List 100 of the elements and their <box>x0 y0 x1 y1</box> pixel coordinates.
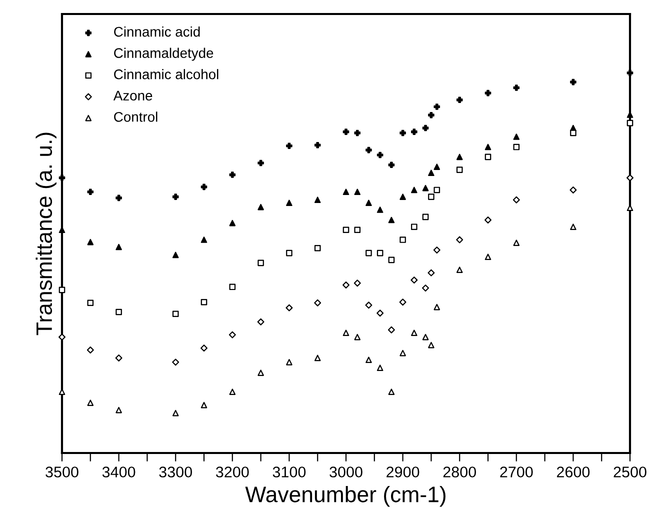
point <box>376 310 384 317</box>
point <box>286 200 292 206</box>
point <box>484 216 492 224</box>
point <box>172 252 179 258</box>
point <box>626 120 634 126</box>
point <box>366 200 372 206</box>
point <box>422 184 429 192</box>
point <box>342 188 350 196</box>
point <box>58 334 66 341</box>
point <box>376 206 384 213</box>
point <box>428 194 434 200</box>
point <box>422 284 430 292</box>
point <box>422 124 429 132</box>
x-tick-label: 2600 <box>556 466 590 478</box>
point <box>258 204 264 210</box>
point <box>484 254 492 260</box>
point <box>200 298 208 306</box>
point <box>434 304 440 310</box>
point <box>229 388 236 395</box>
point <box>286 142 292 150</box>
point <box>411 186 418 194</box>
point <box>376 250 384 256</box>
point <box>570 224 576 230</box>
point <box>342 282 350 289</box>
point <box>354 130 361 136</box>
legend-label: Cinnamic acid <box>114 26 200 37</box>
point <box>513 144 520 150</box>
point <box>314 354 321 362</box>
point <box>411 330 418 336</box>
point <box>376 364 384 372</box>
point <box>258 370 264 376</box>
point <box>484 90 492 96</box>
point <box>342 128 350 135</box>
point <box>342 330 350 336</box>
point <box>400 130 406 136</box>
point <box>434 164 440 170</box>
point <box>428 170 434 176</box>
point <box>87 188 94 196</box>
point <box>456 96 463 104</box>
point <box>354 280 361 287</box>
point <box>258 260 264 266</box>
point <box>388 388 395 395</box>
point <box>87 300 94 306</box>
point <box>354 334 361 340</box>
point <box>513 134 520 140</box>
x-tick-label: 2500 <box>614 466 646 478</box>
point <box>257 318 264 326</box>
point <box>342 226 350 234</box>
point <box>286 304 293 312</box>
point <box>400 350 406 356</box>
point <box>400 236 406 243</box>
point <box>200 402 208 408</box>
point <box>366 356 372 364</box>
point <box>86 346 94 354</box>
point <box>410 276 418 284</box>
point <box>58 286 66 294</box>
point <box>411 128 418 135</box>
point <box>87 400 94 406</box>
point <box>314 142 321 148</box>
point <box>399 298 406 306</box>
point <box>172 410 179 416</box>
point <box>388 162 395 168</box>
point <box>200 184 208 190</box>
point <box>388 256 395 264</box>
x-tick-label: 3500 <box>46 466 78 478</box>
point <box>484 154 492 160</box>
point <box>456 236 464 244</box>
point <box>366 146 372 154</box>
point <box>513 240 520 246</box>
point <box>513 84 520 91</box>
point <box>365 302 372 309</box>
point <box>354 226 361 234</box>
point <box>570 186 577 194</box>
point <box>200 236 208 243</box>
point <box>422 214 429 220</box>
legend-label: Cinnamaldetyde <box>114 48 214 61</box>
x-tick-label: 3300 <box>159 466 192 478</box>
point <box>626 70 634 76</box>
point <box>58 174 66 181</box>
x-tick-label: 3400 <box>102 466 136 478</box>
point <box>433 246 440 254</box>
point <box>456 166 463 173</box>
legend-label: Cinnamic alcohol <box>114 69 218 80</box>
point <box>172 194 179 200</box>
point <box>570 130 576 136</box>
point <box>116 194 122 202</box>
point <box>258 160 264 166</box>
legend-label: Control <box>114 112 158 122</box>
point <box>115 354 122 362</box>
point <box>434 104 440 110</box>
point <box>434 186 440 194</box>
point <box>116 406 122 414</box>
point <box>116 308 122 316</box>
point <box>400 194 406 200</box>
point <box>422 334 429 340</box>
point <box>172 310 179 318</box>
point <box>376 152 384 158</box>
point <box>428 269 435 276</box>
x-tick-label: 2700 <box>500 466 533 478</box>
point <box>388 326 395 334</box>
